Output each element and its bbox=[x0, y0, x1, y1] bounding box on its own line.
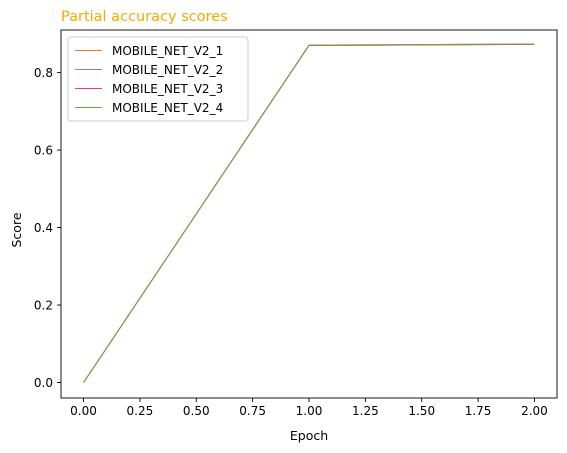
x-tick-label: 2.00 bbox=[521, 404, 548, 418]
legend-item: MOBILE_NET_V2_2 bbox=[75, 63, 223, 77]
x-tick-label: 0.00 bbox=[70, 404, 97, 418]
y-tick-label: 0.4 bbox=[34, 221, 53, 235]
x-tick-label: 1.25 bbox=[352, 404, 379, 418]
y-axis: 0.0 0.2 0.4 0.6 0.8 bbox=[34, 66, 61, 390]
y-tick-label: 0.2 bbox=[34, 299, 53, 313]
x-tick-label: 1.75 bbox=[465, 404, 492, 418]
y-tick-label: 0.0 bbox=[34, 376, 53, 390]
legend-label: MOBILE_NET_V2_2 bbox=[112, 63, 223, 77]
x-tick-label: 0.50 bbox=[183, 404, 210, 418]
x-tick-label: 0.25 bbox=[127, 404, 154, 418]
series-line-4 bbox=[83, 43, 535, 383]
legend-label: MOBILE_NET_V2_1 bbox=[112, 44, 223, 58]
chart-title: Partial accuracy scores bbox=[61, 9, 228, 25]
legend: MOBILE_NET_V2_1 MOBILE_NET_V2_2 MOBILE_NET… bbox=[67, 36, 249, 122]
x-axis: 0.00 0.25 0.50 0.75 1.00 1.25 1.50 1.75 2.00 bbox=[70, 398, 548, 418]
x-tick-label: 1.00 bbox=[296, 404, 323, 418]
y-tick-label: 0.6 bbox=[34, 144, 53, 158]
legend-label: MOBILE_NET_V2_3 bbox=[112, 82, 223, 96]
legend-item: MOBILE_NET_V2_1 bbox=[75, 44, 223, 58]
x-axis-title: Epoch bbox=[290, 428, 328, 443]
legend-item: MOBILE_NET_V2_3 bbox=[75, 82, 223, 96]
legend-item: MOBILE_NET_V2_4 bbox=[75, 101, 223, 115]
legend-label: MOBILE_NET_V2_4 bbox=[112, 101, 223, 115]
legend-box bbox=[67, 36, 249, 122]
y-tick-label: 0.8 bbox=[34, 66, 53, 80]
x-tick-label: 0.75 bbox=[239, 404, 266, 418]
series-layer bbox=[83, 43, 535, 383]
x-tick-label: 1.50 bbox=[408, 404, 435, 418]
y-axis-title: Score bbox=[9, 212, 24, 247]
